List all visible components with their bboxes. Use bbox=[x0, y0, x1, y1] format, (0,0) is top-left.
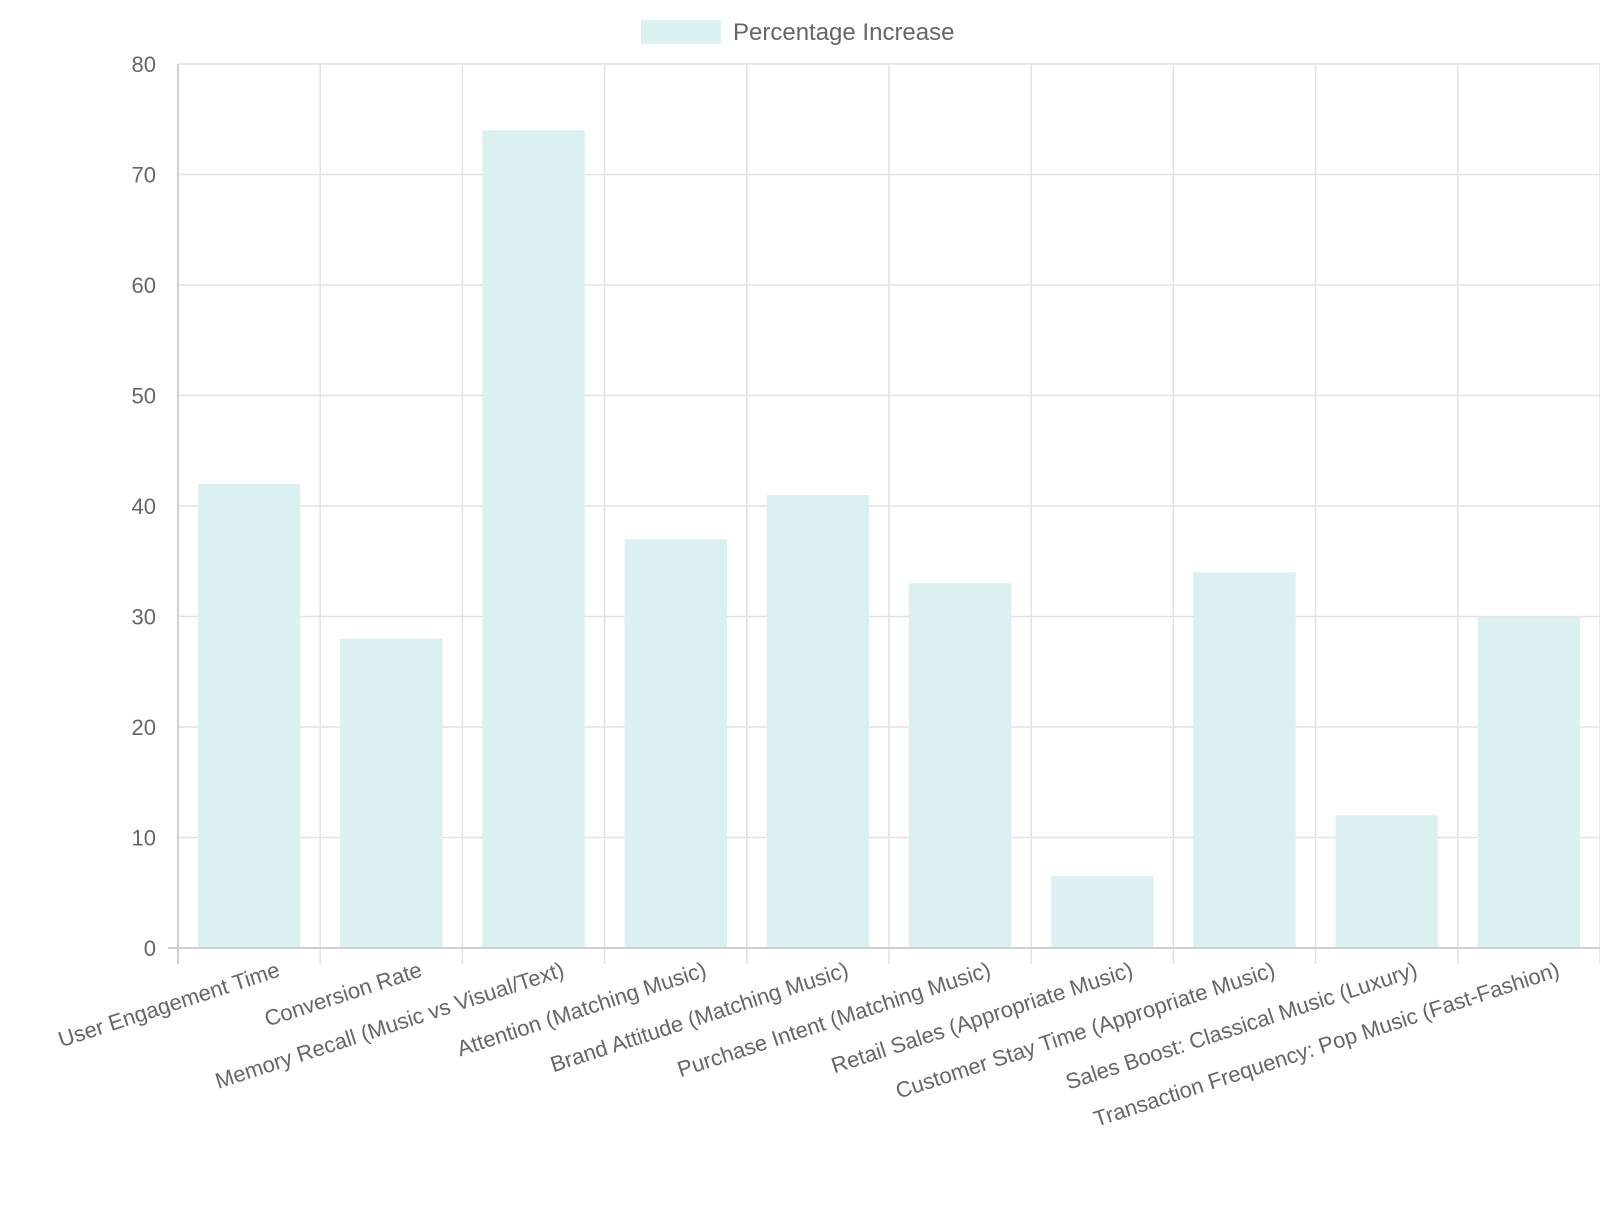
y-tick-label: 60 bbox=[132, 273, 156, 298]
bars bbox=[197, 130, 1581, 949]
grid bbox=[177, 63, 1600, 964]
bar bbox=[197, 483, 301, 948]
bar bbox=[766, 494, 870, 948]
legend-swatch bbox=[641, 20, 721, 44]
bar bbox=[482, 130, 585, 949]
y-tick-label: 70 bbox=[132, 163, 156, 188]
bar bbox=[1051, 876, 1154, 948]
y-tick-label: 10 bbox=[132, 826, 156, 851]
y-axis-tick-labels: 0 10 20 30 40 50 60 70 80 bbox=[132, 52, 156, 961]
bar bbox=[908, 583, 1012, 948]
axes bbox=[168, 64, 1600, 964]
y-tick-label: 20 bbox=[132, 715, 156, 740]
legend-label: Percentage Increase bbox=[733, 19, 954, 46]
y-tick-label: 80 bbox=[132, 52, 156, 77]
bar bbox=[624, 539, 727, 948]
y-tick-label: 0 bbox=[144, 936, 156, 961]
bar bbox=[1335, 815, 1438, 948]
y-tick-label: 40 bbox=[132, 494, 156, 519]
legend: Percentage Increase bbox=[641, 19, 954, 46]
bar bbox=[1193, 572, 1296, 948]
y-tick-label: 50 bbox=[132, 384, 156, 409]
x-tick-label: User Engagement Time bbox=[55, 957, 283, 1052]
bar bbox=[1477, 616, 1581, 948]
bar bbox=[340, 638, 443, 948]
y-tick-label: 30 bbox=[132, 605, 156, 630]
